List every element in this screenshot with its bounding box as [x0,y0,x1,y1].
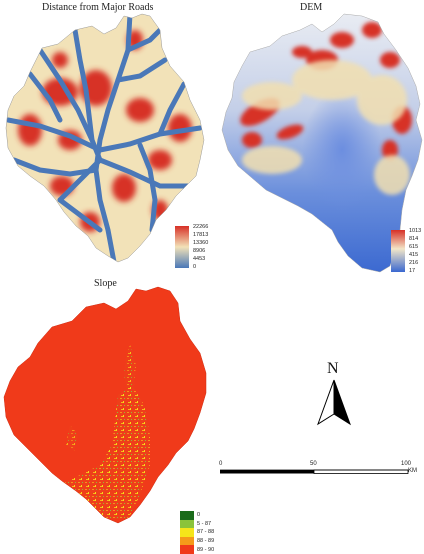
slope-legend-label: 5 - 87 [197,520,212,527]
slope-legend-item: 87 - 88 [180,528,214,537]
slope-map-title: Slope [94,278,117,289]
roads-legend-label: 0 [193,264,197,270]
slope-legend-label: 87 - 88 [197,529,215,536]
dem-legend-ramp [391,230,405,272]
dem-legend: 1013 814 615 415 216 17 [391,228,423,274]
slope-legend-item: 88 - 89 [180,536,215,546]
slope-legend-swatch [180,511,194,520]
roads-legend: 22266 17813 13360 8906 4453 0 [175,224,215,270]
slope-legend: 0 5 - 87 87 - 88 88 - 89 89 - 90 [180,511,214,554]
scale-label-0: 0 [219,461,223,467]
scale-unit: KM [408,468,417,474]
dem-legend-label: 615 [409,244,419,250]
dem-legend-label: 1013 [409,228,422,234]
slope-legend-swatch [180,536,194,546]
dem-legend-label: 415 [409,252,419,258]
scale-bar [220,469,409,474]
dem-legend-label: 17 [409,268,416,274]
slope-legend-label: 0 [197,512,201,519]
dem-map-title: DEM [300,2,323,13]
slope-legend-label: 88 - 89 [197,538,215,545]
roads-map-title: Distance from Major Roads [42,2,154,13]
slope-legend-swatch [180,528,194,537]
roads-legend-label: 4453 [193,256,206,262]
slope-legend-item: 5 - 87 [180,519,214,529]
north-arrow-label: N [327,360,339,377]
dem-legend-label: 814 [409,236,419,242]
scale-label-100: 100 [401,461,412,467]
dem-map [221,13,423,273]
roads-legend-label: 8906 [193,248,206,254]
roads-legend-label: 13360 [193,240,209,246]
roads-legend-label: 22266 [193,224,209,230]
slope-legend-swatch [180,519,194,529]
roads-legend-label: 17813 [193,232,209,238]
north-arrow-icon [317,379,351,426]
scale-label-50: 50 [310,461,317,467]
roads-map [5,13,205,263]
slope-legend-item: 0 [180,511,214,520]
slope-map [3,286,207,524]
dem-legend-label: 216 [409,260,419,266]
roads-legend-ramp [175,226,189,268]
